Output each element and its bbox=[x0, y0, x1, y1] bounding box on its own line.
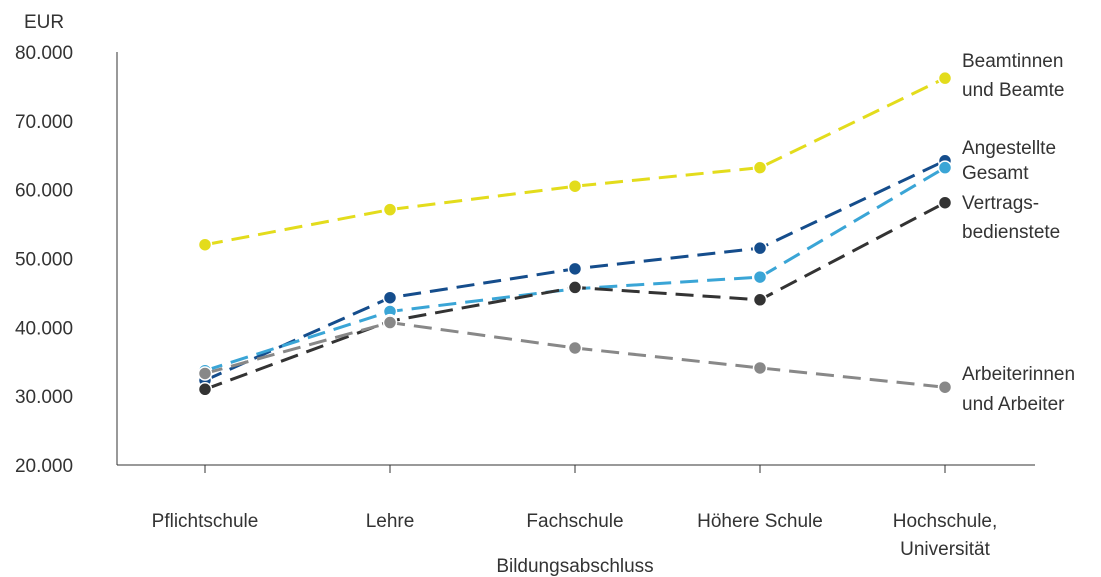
y-tick-label: 70.000 bbox=[15, 112, 73, 133]
data-point bbox=[937, 195, 953, 210]
x-tick-label: Fachschule bbox=[526, 511, 623, 532]
data-point bbox=[752, 240, 768, 256]
series-line-0 bbox=[204, 76, 946, 247]
data-point bbox=[937, 379, 953, 395]
data-point bbox=[567, 178, 583, 194]
data-point bbox=[752, 292, 768, 308]
x-tick-label: Höhere Schule bbox=[697, 511, 823, 532]
data-point bbox=[382, 315, 398, 330]
y-tick-label: 30.000 bbox=[15, 387, 73, 408]
y-tick-label: 50.000 bbox=[15, 250, 73, 271]
data-point bbox=[382, 290, 398, 305]
x-tick-label: Hochschule, bbox=[893, 511, 998, 532]
series-label: Beamtinnen bbox=[962, 51, 1063, 72]
data-point bbox=[567, 280, 583, 295]
data-point bbox=[752, 160, 768, 175]
series-label: Angestellte bbox=[962, 138, 1056, 159]
data-point bbox=[567, 261, 583, 277]
data-point bbox=[567, 340, 583, 356]
y-tick-label: 80.000 bbox=[15, 43, 73, 64]
x-axis-label: Bildungsabschluss bbox=[496, 556, 653, 577]
series-label: und Beamte bbox=[962, 80, 1064, 101]
data-point bbox=[197, 366, 213, 381]
series-label: und Arbeiter bbox=[962, 394, 1065, 415]
x-tick-label: Lehre bbox=[366, 511, 415, 532]
series-label: bedienstete bbox=[962, 222, 1060, 243]
y-tick-label: 40.000 bbox=[15, 318, 73, 339]
data-point bbox=[197, 237, 213, 252]
data-point bbox=[752, 360, 768, 376]
y-tick-label: 20.000 bbox=[15, 456, 73, 477]
series-label: Vertrags- bbox=[962, 193, 1039, 214]
x-tick-label: Pflichtschule bbox=[152, 511, 259, 532]
data-point bbox=[752, 269, 768, 285]
data-point bbox=[937, 160, 953, 175]
data-point bbox=[382, 202, 398, 217]
series-label: Arbeiterinnen bbox=[962, 364, 1075, 385]
y-axis-label: EUR bbox=[24, 12, 64, 33]
series-label: Gesamt bbox=[962, 163, 1029, 184]
y-tick-label: 60.000 bbox=[15, 181, 73, 202]
data-point bbox=[937, 70, 953, 86]
x-tick-label: Universität bbox=[900, 539, 990, 560]
data-point bbox=[197, 382, 213, 397]
